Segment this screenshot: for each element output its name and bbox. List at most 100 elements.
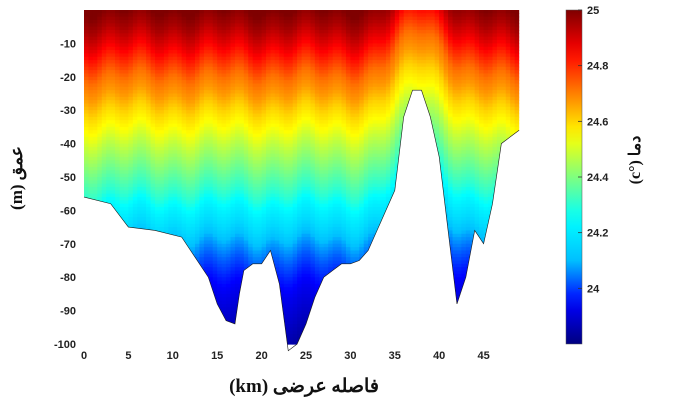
heatmap-cell [270, 103, 276, 108]
heatmap-cell [101, 193, 107, 198]
heatmap-cell [186, 337, 192, 342]
heatmap-cell [212, 106, 218, 111]
heatmap-cell [252, 287, 258, 292]
heatmap-cell [181, 250, 187, 255]
heatmap-cell [266, 320, 272, 325]
heatmap-cell [186, 203, 192, 208]
heatmap-cell [297, 317, 303, 322]
heatmap-cell [199, 253, 205, 258]
heatmap-cell [266, 247, 272, 252]
heatmap-cell [212, 96, 218, 101]
heatmap-cell [150, 86, 156, 91]
heatmap-cell [292, 33, 298, 38]
heatmap-cell [150, 166, 156, 171]
heatmap-cell [199, 40, 205, 44]
heatmap-cell [128, 210, 134, 215]
heatmap-cell [283, 143, 289, 148]
heatmap-cell [203, 197, 209, 201]
heatmap-cell [248, 233, 254, 238]
heatmap-cell [270, 36, 276, 41]
heatmap-cell [177, 293, 183, 298]
heatmap-cell [266, 120, 272, 125]
heatmap-cell [261, 230, 267, 235]
heatmap-cell [261, 223, 267, 228]
heatmap-cell [110, 100, 116, 105]
heatmap-cell [243, 140, 249, 145]
heatmap-cell [97, 250, 103, 255]
heatmap-cell [239, 140, 245, 145]
heatmap-cell [97, 340, 103, 345]
heatmap-cell [252, 93, 258, 98]
heatmap-cell [195, 93, 201, 98]
heatmap-cell [234, 123, 240, 128]
heatmap-cell [177, 126, 183, 131]
heatmap-cell [128, 200, 134, 205]
heatmap-cell [123, 10, 129, 14]
heatmap-cell [132, 70, 138, 75]
heatmap-cell [226, 153, 232, 158]
heatmap-cell [226, 213, 232, 218]
heatmap-cell [261, 86, 267, 91]
heatmap-cell [199, 123, 205, 128]
heatmap-cell [123, 177, 129, 181]
heatmap-cell [190, 223, 196, 228]
heatmap-cell [230, 136, 236, 141]
heatmap-cell [190, 93, 196, 98]
heatmap-cell [137, 116, 143, 121]
heatmap-cell [226, 83, 232, 88]
heatmap-cell [163, 330, 169, 335]
heatmap-cell [132, 126, 138, 131]
heatmap-cell [230, 297, 236, 302]
heatmap-cell [115, 223, 121, 228]
heatmap-cell [266, 300, 272, 305]
heatmap-cell [297, 297, 303, 302]
heatmap-cell [163, 303, 169, 308]
heatmap-cell [270, 217, 276, 222]
heatmap-cell [297, 247, 303, 252]
heatmap-cell [84, 126, 90, 131]
heatmap-cell [274, 323, 280, 328]
heatmap-cell [181, 297, 187, 302]
heatmap-cell [239, 60, 245, 65]
heatmap-cell [230, 243, 236, 248]
heatmap-cell [274, 257, 280, 262]
heatmap-cell [292, 267, 298, 272]
heatmap-cell [119, 337, 125, 342]
heatmap-cell [159, 277, 165, 282]
heatmap-cell [297, 310, 303, 315]
heatmap-cell [159, 76, 165, 81]
heatmap-cell [115, 240, 121, 245]
heatmap-cell [279, 166, 285, 171]
heatmap-cell [195, 300, 201, 305]
heatmap-cell [123, 200, 129, 205]
heatmap-cell [292, 103, 298, 108]
heatmap-cell [266, 297, 272, 302]
heatmap-cell [177, 330, 183, 335]
heatmap-cell [221, 100, 227, 105]
heatmap-cell [226, 56, 232, 61]
heatmap-cell [88, 223, 94, 228]
heatmap-cell [101, 330, 107, 335]
heatmap-cell [212, 247, 218, 252]
heatmap-cell [168, 337, 174, 342]
heatmap-cell [88, 307, 94, 312]
heatmap-cell [119, 237, 125, 242]
heatmap-cell [128, 160, 134, 165]
heatmap-cell [283, 160, 289, 165]
heatmap-cell [297, 230, 303, 235]
heatmap-cell [257, 126, 263, 131]
heatmap-cell [208, 36, 214, 41]
heatmap-cell [283, 273, 289, 278]
heatmap-cell [123, 150, 129, 155]
heatmap-cell [106, 86, 112, 91]
heatmap-cell [155, 76, 161, 81]
heatmap-cell [248, 153, 254, 158]
heatmap-cell [230, 43, 236, 48]
heatmap-cell [274, 86, 280, 91]
heatmap-cell [84, 143, 90, 148]
heatmap-cell [150, 60, 156, 65]
heatmap-cell [141, 237, 147, 242]
heatmap-cell [195, 183, 201, 188]
heatmap-cell [101, 63, 107, 68]
heatmap-cell [274, 193, 280, 198]
